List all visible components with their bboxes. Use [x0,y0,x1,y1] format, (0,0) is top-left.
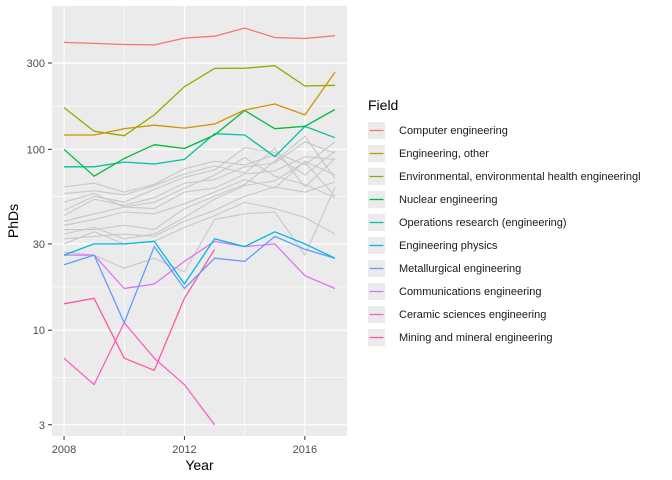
axes: 2008 2012 2016 3 10 30 100 300 Year PhDs [5,58,317,473]
background-series-line [63,161,336,240]
background-series-line [63,156,336,222]
legend-label: Engineering physics [399,240,498,252]
series-line-mining-and-mineral-engineering [63,248,216,371]
y-tick-label: 3 [39,420,45,432]
y-tick-label: 100 [27,144,45,156]
series-line-metallurgical-engineering [63,235,336,324]
background-series-line [63,147,336,196]
series-line-operations-research-engineering [64,125,336,168]
series-line-engineering-other [64,71,336,136]
legend-label: Nuclear engineering [399,194,497,206]
x-tick-label: 2008 [52,444,76,456]
series-line-engineering-physics [63,231,336,285]
plot-panel [52,6,347,436]
x-axis-title: Year [185,457,214,473]
series-line-ceramic-sciences-engineering [63,322,216,426]
background-series-line [63,141,336,211]
legend-label: Metallurgical engineering [399,263,521,275]
legend-title: Field [368,97,398,113]
legend-label: Communications engineering [399,286,541,298]
background-series-line [63,201,336,245]
series-line-communications-engineering [64,240,336,290]
background-series-line [63,150,336,193]
y-tick-label: 10 [33,325,45,337]
legend-label: Computer engineering [399,125,508,137]
background-series-line [63,160,336,226]
background-series-line [63,141,336,217]
legend-label: Ceramic sciences engineering [399,309,546,321]
legend-label: Mining and mineral engineering [399,332,552,344]
background-series-line [63,181,336,240]
background-series-line [64,135,336,231]
background-series-line [63,186,336,273]
series-line-environmental-environmental-health-engineeringl [63,65,336,137]
y-axis-title: PhDs [5,204,21,238]
x-tick-label: 2016 [293,444,317,456]
legend-label: Engineering, other [399,148,489,160]
y-tick-label: 30 [33,239,45,251]
y-tick-label: 300 [27,58,45,70]
legend-label: Environmental, environmental health engi… [399,171,641,183]
series-line-computer-engineering [63,27,336,46]
series-line-nuclear-engineering [63,108,336,177]
x-tick-label: 2012 [172,444,196,456]
legend-label: Operations research (engineering) [399,217,567,229]
